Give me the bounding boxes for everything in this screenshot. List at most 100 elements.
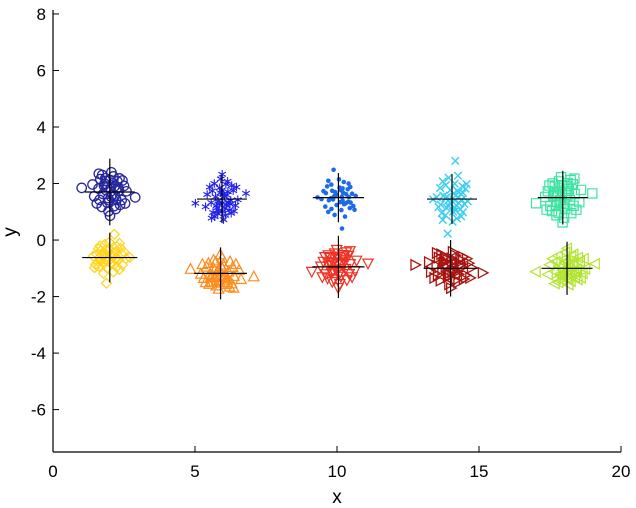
- cluster-9-marker: [569, 173, 580, 184]
- cluster-3-marker: [216, 188, 225, 197]
- cluster-8-marker: [431, 246, 444, 260]
- cluster-7-marker: [444, 173, 453, 183]
- cluster-3-marker: [191, 199, 200, 208]
- cluster-3-marker: [222, 190, 231, 200]
- cluster-1-marker: [97, 188, 109, 200]
- cluster-8-marker: [477, 266, 490, 280]
- cluster-5-marker: [347, 205, 353, 211]
- cluster-5-marker: [339, 207, 344, 213]
- cluster-6-marker: [336, 252, 349, 264]
- cluster-6-marker: [326, 276, 339, 289]
- cluster-4-marker: [222, 265, 235, 277]
- cluster-1-marker: [93, 168, 105, 179]
- cluster-10-marker: [555, 273, 567, 286]
- cluster-3-marker: [214, 206, 223, 215]
- cluster-4-points: [184, 247, 260, 294]
- cluster-9-marker: [556, 188, 568, 199]
- cluster-9-marker: [564, 194, 575, 206]
- cluster-6-marker: [339, 263, 352, 276]
- cluster-2-marker: [103, 236, 115, 248]
- x-axis-label: x: [332, 487, 342, 508]
- cluster-6-marker: [323, 257, 336, 270]
- cluster-5-marker: [331, 167, 336, 173]
- cluster-1-marker: [112, 182, 124, 193]
- cluster-7-marker: [434, 202, 443, 212]
- cluster-7-points: [428, 156, 472, 238]
- y-tick-0: 0: [37, 231, 46, 250]
- cluster-10-centroid-cross: [541, 241, 593, 295]
- cluster-1-points: [76, 167, 141, 221]
- cluster-10-marker: [552, 260, 565, 273]
- cluster-3-marker: [210, 179, 219, 188]
- cluster-6-marker: [333, 267, 347, 279]
- x-tick-15: 15: [470, 462, 489, 481]
- cluster-7-centroid-cross: [427, 174, 478, 224]
- cluster-4-marker: [208, 263, 221, 276]
- cluster-5-marker: [326, 178, 331, 184]
- y-tick-labels: 8 6 4 2 0 -2 -4 -6: [31, 5, 46, 420]
- cluster-4-marker: [213, 269, 226, 282]
- cluster-9-marker: [551, 210, 562, 221]
- cluster-1-marker: [87, 179, 98, 190]
- cluster-9-marker: [557, 217, 568, 228]
- cluster-2-marker: [100, 244, 112, 256]
- cluster-3-marker: [219, 215, 228, 224]
- cluster-2-marker: [113, 237, 126, 250]
- cluster-8-marker: [444, 278, 456, 291]
- cluster-3-marker: [211, 192, 220, 202]
- cluster-5-marker: [352, 207, 357, 213]
- cluster-10-marker: [563, 269, 576, 282]
- cluster-2-marker: [94, 240, 106, 252]
- cluster-10-marker: [529, 265, 541, 278]
- cluster-8-marker: [465, 271, 477, 285]
- cluster-9-marker: [554, 183, 565, 194]
- cluster-6-marker: [316, 272, 329, 284]
- y-tick-4: 4: [37, 118, 46, 137]
- cluster-3-marker: [203, 190, 212, 199]
- cluster-5-marker: [323, 204, 328, 209]
- cluster-10-marker: [559, 255, 572, 268]
- y-tick-m4: -4: [31, 344, 46, 363]
- cluster-7-marker: [451, 156, 460, 166]
- cluster-9-points: [530, 171, 598, 228]
- cluster-8-marker: [461, 252, 474, 265]
- cluster-10-marker: [549, 255, 561, 268]
- y-axis-label: y: [0, 227, 21, 237]
- cluster-5-marker: [340, 198, 345, 203]
- cluster-10-points: [529, 242, 600, 291]
- cluster-3-marker: [223, 177, 232, 186]
- cluster-10-marker: [566, 248, 579, 261]
- cluster-4-marker: [247, 269, 260, 282]
- cluster-6-marker: [325, 259, 338, 271]
- y-tick-6: 6: [37, 62, 46, 81]
- cluster-4-marker: [234, 272, 248, 285]
- cluster-9-marker: [544, 180, 555, 191]
- cluster-4-marker: [200, 260, 213, 272]
- cluster-4-marker: [202, 277, 216, 289]
- cluster-8-marker: [447, 245, 460, 259]
- cluster-4-marker: [204, 270, 217, 283]
- cluster-8-marker: [443, 267, 456, 280]
- cluster-9-marker: [559, 198, 570, 210]
- cluster-7-marker: [435, 183, 445, 193]
- cluster-3-marker: [232, 182, 241, 192]
- cluster-8-marker: [446, 281, 458, 295]
- cluster-6-marker: [326, 265, 340, 277]
- cluster-3-marker: [229, 186, 238, 195]
- cluster-3-marker: [241, 189, 251, 198]
- cluster-9-marker: [587, 188, 598, 199]
- cluster-6-marker: [343, 246, 357, 258]
- cluster-7-marker: [458, 188, 468, 198]
- cluster-10-marker: [562, 278, 574, 291]
- cluster-10-marker: [552, 276, 564, 289]
- cluster-4-marker: [226, 260, 239, 273]
- x-tick-0: 0: [48, 462, 57, 481]
- cluster-8-marker: [425, 265, 438, 279]
- cluster-1-marker: [129, 192, 141, 203]
- cluster-1-centroid-cross: [84, 158, 135, 226]
- cluster-5-marker: [321, 188, 326, 194]
- cluster-5-marker: [349, 191, 355, 196]
- cluster-5-marker: [339, 194, 345, 199]
